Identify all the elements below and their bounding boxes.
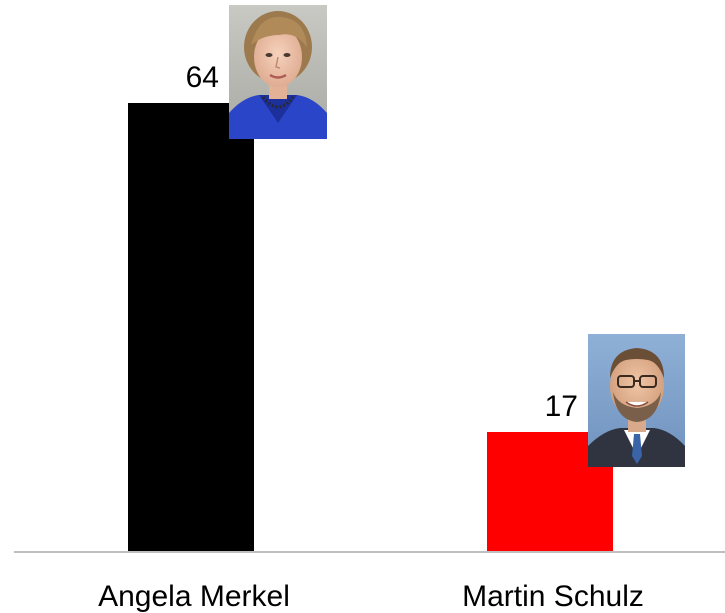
bar-angela-merkel <box>128 103 254 551</box>
data-label: 64 <box>186 61 219 94</box>
category-tick-label: Martin Schulz <box>462 580 644 613</box>
data-label: 17 <box>545 390 578 423</box>
portrait-photo-icon <box>229 5 327 139</box>
portrait-photo-icon <box>588 334 685 467</box>
category-tick-label: Angela Merkel <box>98 580 290 613</box>
